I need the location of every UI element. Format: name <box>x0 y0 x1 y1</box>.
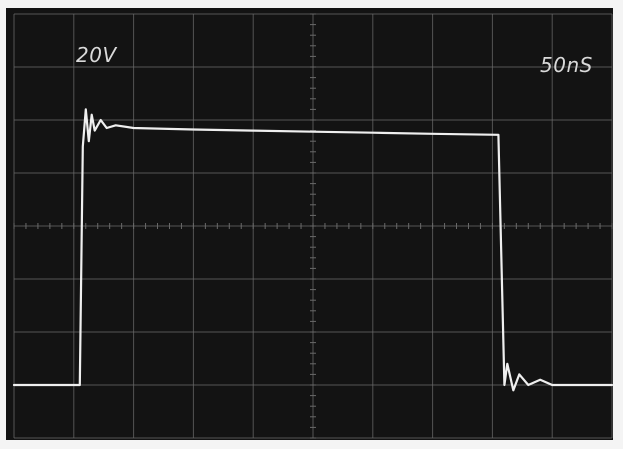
volts-per-div-label: 20V <box>76 43 117 67</box>
scope-screen <box>6 8 613 440</box>
trace-layer <box>12 108 614 392</box>
waveform-trace-1 <box>12 108 614 392</box>
time-per-div-label: 50nS <box>540 53 593 77</box>
